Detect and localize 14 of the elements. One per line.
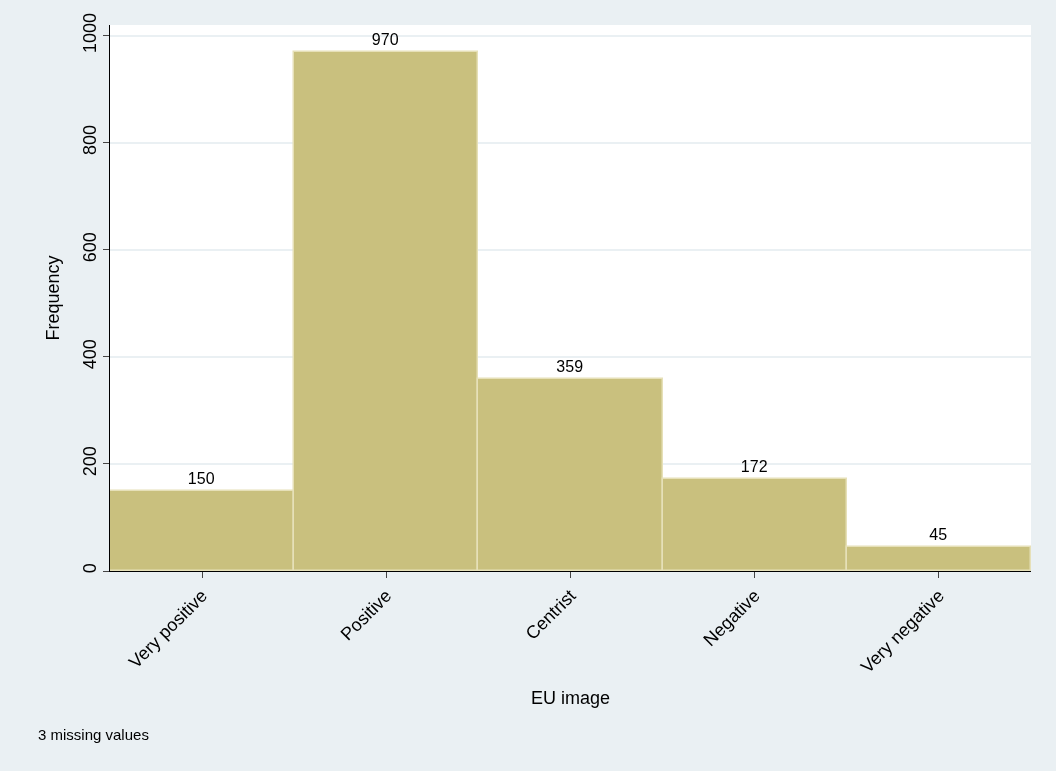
data-label: 150 (187, 470, 215, 488)
y-axis-title: Frequency (43, 255, 63, 341)
data-label: 359 (556, 358, 584, 376)
text: 3 missing values (38, 726, 149, 743)
y-tick-label: 400 (79, 339, 100, 370)
y-tick-label: 1000 (79, 12, 100, 54)
data-label: 45 (929, 526, 948, 544)
x-axis-title: EU image (530, 688, 611, 709)
data-label: 172 (740, 458, 768, 476)
y-tick-label: 800 (79, 125, 100, 156)
y-tick-label: 0 (79, 563, 100, 574)
y-tick-label: 200 (79, 446, 100, 477)
data-label: 970 (371, 31, 399, 49)
y-tick-label: 600 (79, 232, 100, 263)
